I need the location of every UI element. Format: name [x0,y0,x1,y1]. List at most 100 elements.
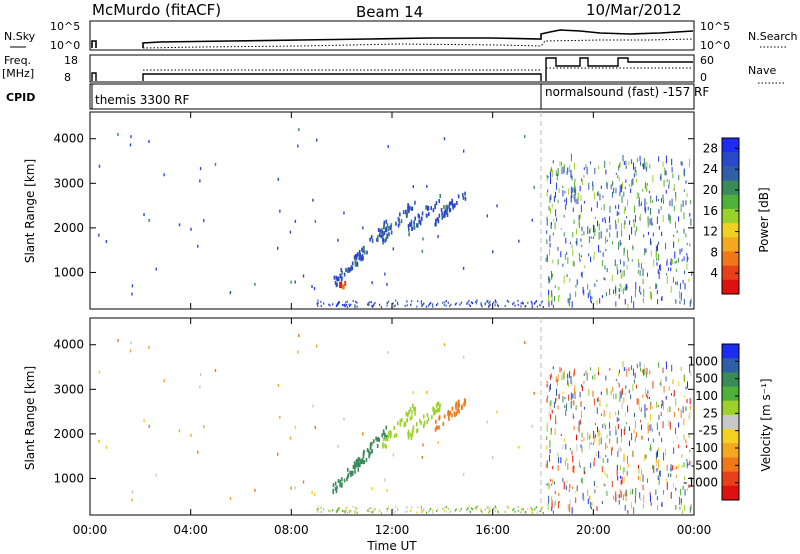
rti-cell [525,510,527,513]
rti-cell [623,467,625,473]
rti-cell [367,303,369,306]
rti-cell [618,494,620,499]
rti-cell [548,411,550,417]
rti-cell [689,300,691,307]
rti-cell [684,476,686,481]
rti-cell [689,199,691,205]
rti-cell [624,392,626,396]
rti-cell [633,219,635,223]
rti-cell [369,237,371,242]
rti-cell [671,393,673,396]
rti-cell [590,501,592,509]
rti-cell [610,390,612,396]
rti-cell [593,225,595,232]
rti-cell [639,155,641,162]
rti-cell [618,204,620,210]
rti-cell [550,222,552,229]
rti-cell [658,265,660,270]
rti-cell [660,206,662,211]
rti-cell [686,487,688,492]
rti-cell [686,461,688,469]
rti-cell [393,434,396,439]
rti-cell [426,420,428,425]
rti-cell [457,194,460,199]
rti-cell [676,436,678,439]
rti-cell [294,486,296,490]
rti-cell [649,370,651,375]
rti-cell [551,479,553,484]
rti-cell [334,481,337,486]
rti-cell [199,385,201,389]
rti-cell [317,510,319,513]
rti-cell [279,209,281,213]
rti-cell [618,383,620,388]
velocity-data-cells [98,334,693,515]
rti-cell [581,271,583,278]
rti-cell [583,466,585,475]
rti-cell [623,367,625,371]
rti-cell [573,368,575,376]
rti-cell [617,269,619,275]
rti-cell [546,398,548,403]
rti-cell [472,508,474,511]
rti-cell [468,299,470,302]
rti-cell [352,505,354,508]
rti-cell [579,419,581,425]
rti-cell [572,232,574,238]
rti-cell [366,250,368,255]
rti-cell [480,509,482,512]
rti-cell [581,384,583,388]
rti-cell [605,236,607,244]
colorbar-segment [722,223,739,238]
colorbar-tick-label: 16 [703,204,718,218]
rti-cell [650,402,652,410]
rti-cell [619,162,621,168]
rti-cell [554,428,556,436]
rti-cell [551,500,553,508]
rti-cell [546,445,548,451]
rti-cell [382,437,385,442]
rti-cell [336,277,339,282]
rti-cell [408,232,410,237]
rti-cell [576,485,578,492]
rti-cell [597,190,599,196]
rti-cell [617,381,619,385]
rti-cell [625,496,627,502]
rti-cell [672,465,674,471]
rti-cell [648,190,650,194]
rti-cell [302,274,305,278]
rti-cell [340,277,343,282]
rti-cell [604,218,606,224]
rti-cell [642,278,644,285]
rti-cell [647,478,649,483]
rti-cell [605,442,607,450]
rti-cell [591,207,593,212]
rti-cell [98,439,100,443]
rti-cell [98,164,101,168]
rti-cell [339,282,343,289]
rti-cell [643,163,645,170]
rti-cell [350,470,353,475]
rti-cell [559,367,561,373]
rti-cell [581,477,583,484]
rti-cell [656,450,658,458]
rti-cell [659,176,661,179]
rti-cell [660,379,662,387]
rti-cell [346,475,349,480]
rti-cell [567,382,569,387]
rti-cell [611,191,613,198]
rti-cell [323,302,325,305]
rti-cell [395,433,398,438]
rti-cell [373,304,375,307]
rti-cell [531,424,533,428]
rti-cell [420,300,422,303]
rti-cell [571,507,573,514]
rti-cell [631,179,633,187]
rti-cell [604,423,606,426]
rti-cell [560,457,562,464]
rti-cell [554,502,556,508]
rti-cell [320,510,322,513]
rti-cell [476,505,478,508]
rti-cell [388,431,390,436]
rti-cell [668,184,670,189]
